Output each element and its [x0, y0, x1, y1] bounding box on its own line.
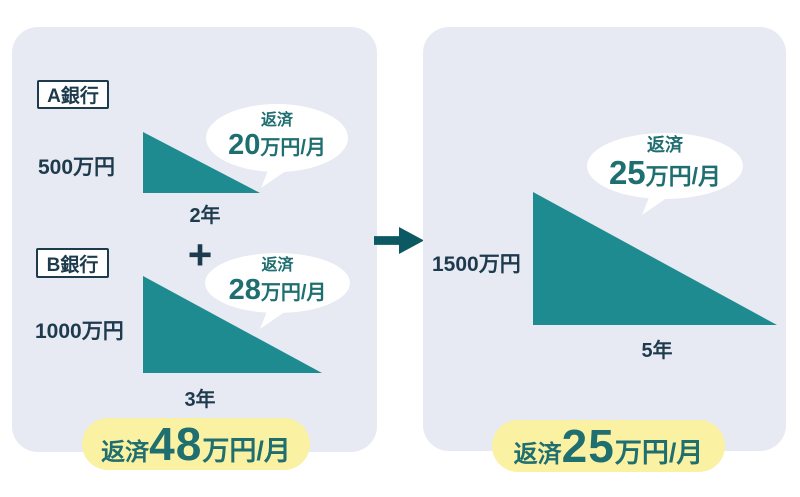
- bank-a-amount: 500万円: [38, 156, 116, 179]
- bubble-caption: 返済: [261, 256, 294, 274]
- arrow-right-icon: [374, 227, 424, 254]
- bank-a-repayment-bubble: 返済 20万円/月: [206, 104, 348, 188]
- bubble-number: 25: [608, 154, 646, 192]
- bubble-unit: 万円/月: [260, 282, 327, 305]
- bubble-value: 20万円/月: [228, 130, 326, 165]
- pill-caption: 返済: [513, 441, 562, 468]
- bank-b-repayment-bubble: 返済 28万円/月: [205, 253, 350, 329]
- bank-b-duration: 3年: [184, 389, 216, 411]
- bubble-value: 28万円/月: [229, 275, 327, 310]
- bubble-unit: 万円/月: [260, 137, 326, 160]
- bubble-caption: 返済: [260, 111, 293, 129]
- pill-unit: 万円/月: [202, 436, 291, 466]
- bank-a-duration: 2年: [189, 205, 221, 227]
- pill-caption: 返済: [101, 439, 150, 466]
- speech-bubble-tail: [261, 164, 291, 188]
- bank-a-label-box: A銀行: [37, 80, 109, 109]
- bank-b-label: B銀行: [46, 254, 99, 276]
- plus-icon: +: [187, 231, 213, 278]
- bubble-number: 20: [228, 129, 261, 162]
- pill-number: 48: [149, 418, 203, 470]
- after-panel: 返済 25万円/月 1500万円 5年 返済25万円/月: [423, 27, 786, 472]
- bank-b-label-box: B銀行: [36, 248, 109, 278]
- bubble-value: 25万円/月: [609, 156, 721, 197]
- bubble-caption: 返済: [647, 134, 683, 155]
- bank-b-amount: 1000万円: [35, 320, 124, 343]
- consolidated-loan-triangle: [533, 192, 777, 325]
- total-repayment-pill-before: 返済48万円/月: [82, 418, 310, 470]
- pill-number: 25: [561, 420, 615, 472]
- total-repayment-pill-after: 返済25万円/月: [492, 420, 725, 472]
- bank-a-label: A銀行: [47, 86, 99, 107]
- bubble-unit: 万円/月: [645, 163, 722, 190]
- consolidated-amount: 1500万円: [432, 253, 521, 276]
- bubble-number: 28: [228, 274, 261, 307]
- pill-unit: 万円/月: [614, 438, 704, 468]
- before-panel: A銀行 500万円 2年 返済 20万円/月 + B銀行 1000万円 3年 返…: [12, 27, 377, 470]
- consolidated-duration: 5年: [641, 340, 673, 362]
- consolidated-repayment-bubble: 返済 25万円/月: [587, 133, 743, 215]
